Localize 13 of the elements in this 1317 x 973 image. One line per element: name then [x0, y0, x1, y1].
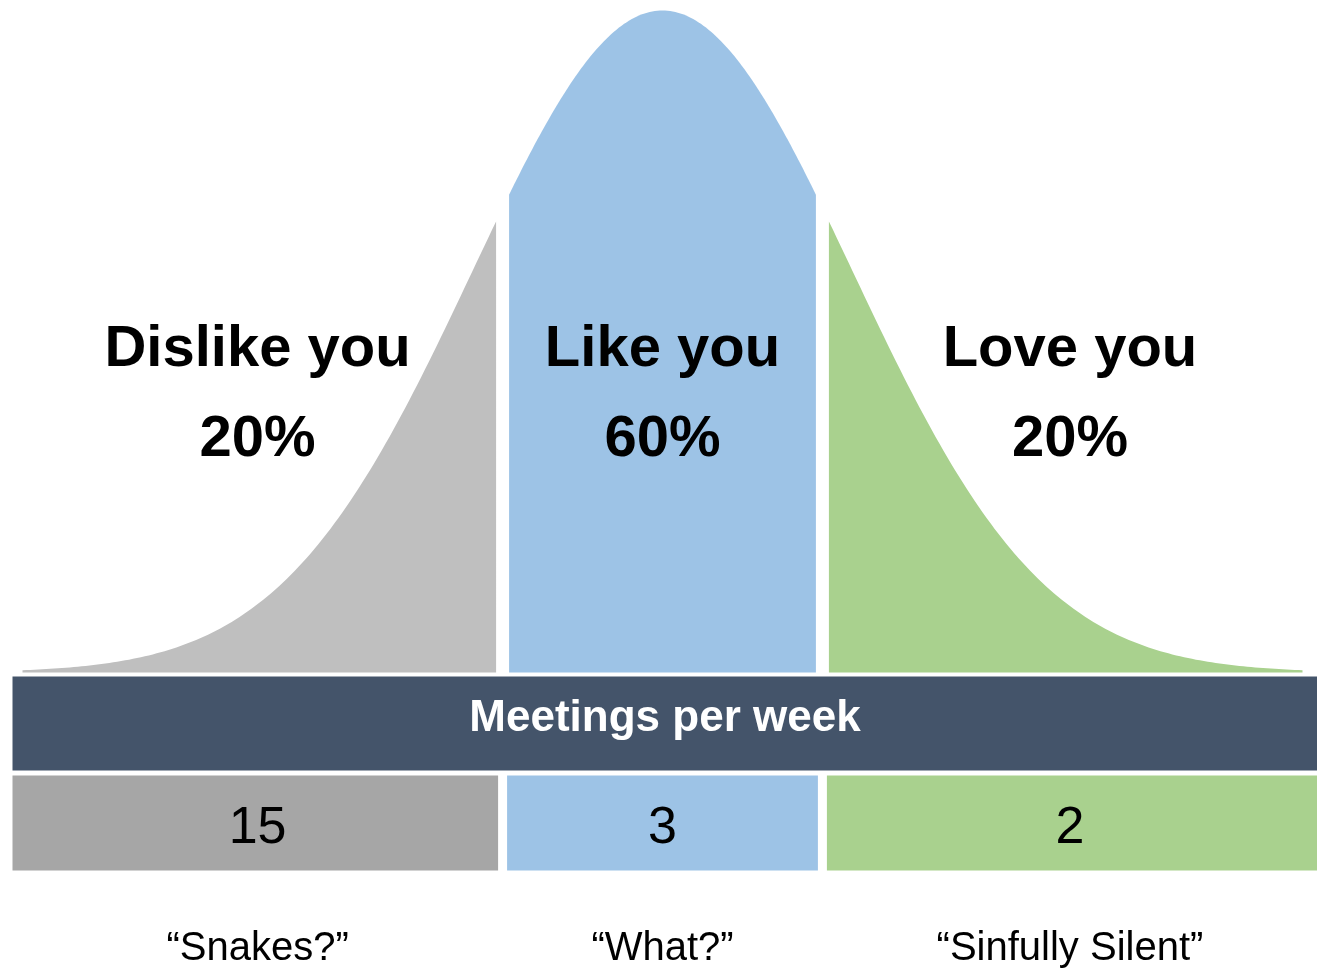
text: “What?”: [591, 923, 734, 968]
series-label: Meetings per week: [469, 691, 862, 740]
text: “Sinfully Silent”: [936, 923, 1204, 968]
data-label: 2: [1055, 795, 1085, 854]
category-label: Like you: [544, 313, 781, 378]
data-label: 3: [648, 795, 677, 854]
category-label: Dislike you: [104, 313, 411, 378]
data-label: 20%: [199, 403, 316, 468]
data-label: 15: [228, 795, 287, 854]
data-label: 60%: [604, 403, 721, 468]
data-label: 20%: [1011, 403, 1129, 468]
category-label: Love you: [942, 313, 1198, 378]
text: “Snakes?”: [166, 923, 349, 968]
